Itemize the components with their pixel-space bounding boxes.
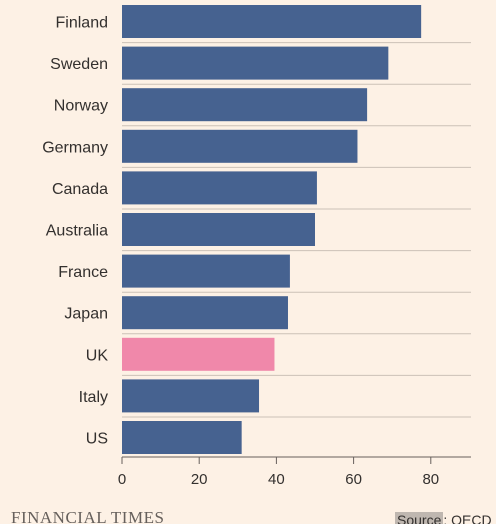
category-label: US: [86, 431, 108, 448]
source-value: : OECD: [443, 512, 492, 524]
source-note: Source: OECD: [395, 512, 492, 524]
bar-italy: [122, 379, 260, 413]
category-label: France: [58, 264, 108, 281]
category-label: Japan: [64, 306, 108, 323]
bar-france: [122, 254, 290, 288]
x-tick-label: 60: [345, 471, 362, 488]
category-label: Australia: [46, 223, 108, 240]
category-label: Germany: [42, 139, 108, 156]
bar-us: [122, 421, 242, 454]
bar-sweden: [122, 46, 389, 80]
category-label: Finland: [56, 15, 108, 32]
bar-australia: [122, 213, 315, 246]
bar-norway: [122, 88, 368, 122]
category-label: UK: [86, 347, 109, 364]
bar-japan: [122, 296, 288, 330]
category-label: Norway: [54, 98, 108, 115]
x-tick-label: 80: [422, 471, 439, 488]
bar-canada: [122, 171, 317, 205]
bar-finland: [122, 5, 422, 38]
x-tick-label: 20: [191, 471, 208, 488]
bar-uk: [122, 337, 275, 371]
category-label: Canada: [52, 181, 108, 198]
source-key: Source: [395, 512, 444, 524]
x-tick-label: 40: [268, 471, 285, 488]
x-tick-label: 0: [118, 471, 126, 488]
brand-logo: FINANCIAL TIMES: [11, 508, 165, 524]
category-label: Sweden: [50, 56, 108, 73]
category-label: Italy: [79, 389, 108, 406]
bar-germany: [122, 129, 358, 163]
